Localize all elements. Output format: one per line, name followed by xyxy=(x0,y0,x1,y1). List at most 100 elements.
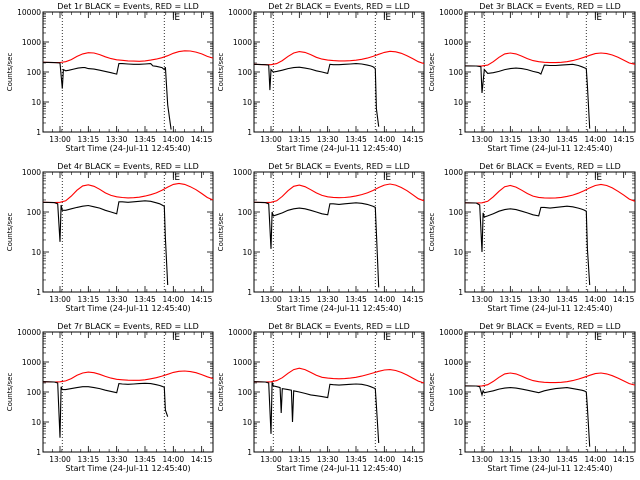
plot-frame xyxy=(253,171,425,293)
y-tick-label: 1 xyxy=(247,448,252,457)
y-tick-label: 100 xyxy=(449,68,464,77)
x-axis-label: Start Time (24-Jul-11 12:45:40) xyxy=(65,464,190,473)
x-tick-label: 14:15 xyxy=(191,455,213,464)
event-marker-label: E xyxy=(385,13,391,23)
y-tick-label: 1 xyxy=(458,448,463,457)
y-tick-label: 10000 xyxy=(439,8,463,17)
y-tick-label: 10 xyxy=(453,248,463,257)
x-tick-label: 14:00 xyxy=(374,135,396,144)
plot-frame xyxy=(464,331,636,453)
events-series-line xyxy=(42,200,169,286)
x-tick-label: 14:00 xyxy=(163,455,185,464)
x-axis-label: Start Time (24-Jul-11 12:45:40) xyxy=(276,464,401,473)
y-tick-label: 10 xyxy=(453,98,463,107)
x-tick-label: 13:15 xyxy=(289,455,311,464)
event-marker-label: E xyxy=(174,333,180,343)
y-axis-label: Counts/sec xyxy=(6,213,14,252)
x-tick-label: 13:45 xyxy=(345,135,367,144)
event-marker-label: E xyxy=(385,173,391,183)
y-tick-label: 10 xyxy=(242,248,252,257)
x-tick-label: 13:15 xyxy=(500,295,522,304)
events-series-line xyxy=(42,381,169,438)
y-axis-label: Counts/sec xyxy=(6,53,14,92)
x-tick-label: 13:15 xyxy=(289,295,311,304)
x-tick-label: 13:00 xyxy=(471,455,493,464)
y-tick-label: 100 xyxy=(27,388,42,397)
lld-series-line xyxy=(42,50,214,64)
x-tick-label: 13:15 xyxy=(500,135,522,144)
events-series-line xyxy=(253,201,380,288)
x-tick-label: 14:15 xyxy=(191,295,213,304)
lld-series-line xyxy=(253,183,425,204)
lld-series-line xyxy=(42,182,214,204)
x-tick-label: 13:45 xyxy=(556,135,578,144)
chart-panel-4: Det 4r BLACK = Events, RED = LLD 1 10 100 10… xyxy=(6,162,214,313)
x-tick-label: 14:00 xyxy=(585,455,607,464)
chart-title: Det 9r BLACK = Events, RED = LLD xyxy=(479,322,621,331)
x-tick-label: 13:30 xyxy=(317,135,339,144)
y-tick-label: 1000 xyxy=(233,358,252,367)
x-axis-label: Start Time (24-Jul-11 12:45:40) xyxy=(65,144,190,153)
y-tick-label: 10 xyxy=(31,248,41,257)
y-axis-label: Counts/sec xyxy=(217,53,225,92)
y-tick-label: 1000 xyxy=(22,38,41,47)
y-tick-label: 1 xyxy=(247,128,252,137)
x-tick-label: 13:30 xyxy=(528,455,550,464)
y-axis-label: Counts/sec xyxy=(428,373,436,412)
plot-frame xyxy=(253,331,425,453)
x-tick-label: 13:45 xyxy=(134,295,156,304)
event-marker-label: E xyxy=(596,173,602,183)
x-tick-label: 13:45 xyxy=(134,135,156,144)
x-tick-label: 13:45 xyxy=(345,455,367,464)
chart-title: Det 5r BLACK = Events, RED = LLD xyxy=(268,162,410,171)
lld-series-line xyxy=(464,372,636,387)
x-tick-label: 13:30 xyxy=(106,135,128,144)
y-tick-label: 10 xyxy=(453,418,463,427)
chart-title: Det 8r BLACK = Events, RED = LLD xyxy=(268,322,410,331)
x-tick-label: 13:45 xyxy=(134,455,156,464)
x-tick-label: 13:30 xyxy=(528,135,550,144)
chart-title: Det 3r BLACK = Events, RED = LLD xyxy=(479,2,621,11)
x-tick-label: 14:15 xyxy=(402,135,424,144)
chart-panel-7: Det 7r BLACK = Events, RED = LLD 1 10 100 10… xyxy=(6,322,214,473)
x-tick-label: 13:45 xyxy=(345,295,367,304)
lld-series-line xyxy=(42,370,214,383)
lld-series-line xyxy=(464,52,636,67)
x-tick-label: 13:00 xyxy=(49,295,71,304)
events-series-line xyxy=(253,63,380,127)
y-axis-label: Counts/sec xyxy=(428,213,436,252)
y-tick-label: 1000 xyxy=(22,358,41,367)
x-tick-label: 14:15 xyxy=(613,135,635,144)
y-tick-label: 1000 xyxy=(233,168,252,177)
x-tick-label: 13:15 xyxy=(289,135,311,144)
x-tick-label: 13:15 xyxy=(78,295,100,304)
y-tick-label: 10000 xyxy=(228,8,252,17)
chart-title: Det 7r BLACK = Events, RED = LLD xyxy=(57,322,199,331)
plot-frame xyxy=(253,11,425,133)
x-tick-label: 13:30 xyxy=(317,295,339,304)
x-axis-label: Start Time (24-Jul-11 12:45:40) xyxy=(276,304,401,313)
plot-frame xyxy=(464,171,636,293)
y-tick-label: 1 xyxy=(458,128,463,137)
events-series-line xyxy=(464,63,591,129)
x-tick-label: 14:15 xyxy=(191,135,213,144)
x-tick-label: 13:00 xyxy=(471,135,493,144)
y-tick-label: 100 xyxy=(238,68,253,77)
y-tick-label: 1 xyxy=(247,288,252,297)
chart-title: Det 1r BLACK = Events, RED = LLD xyxy=(57,2,199,11)
event-marker-label: E xyxy=(385,333,391,343)
y-tick-label: 1000 xyxy=(233,38,252,47)
x-tick-label: 13:00 xyxy=(260,455,282,464)
chart-title: Det 2r BLACK = Events, RED = LLD xyxy=(268,2,410,11)
event-marker-label: E xyxy=(174,173,180,183)
y-tick-label: 1 xyxy=(36,288,41,297)
y-tick-label: 10000 xyxy=(17,8,41,17)
y-tick-label: 100 xyxy=(238,388,253,397)
chart-panel-3: Det 3r BLACK = Events, RED = LLD 1 10 100 10… xyxy=(428,2,636,153)
y-tick-label: 1000 xyxy=(22,168,41,177)
x-tick-label: 14:00 xyxy=(163,295,185,304)
x-tick-label: 14:00 xyxy=(585,135,607,144)
x-tick-label: 14:00 xyxy=(374,295,396,304)
y-tick-label: 100 xyxy=(449,388,464,397)
x-tick-label: 13:45 xyxy=(556,455,578,464)
